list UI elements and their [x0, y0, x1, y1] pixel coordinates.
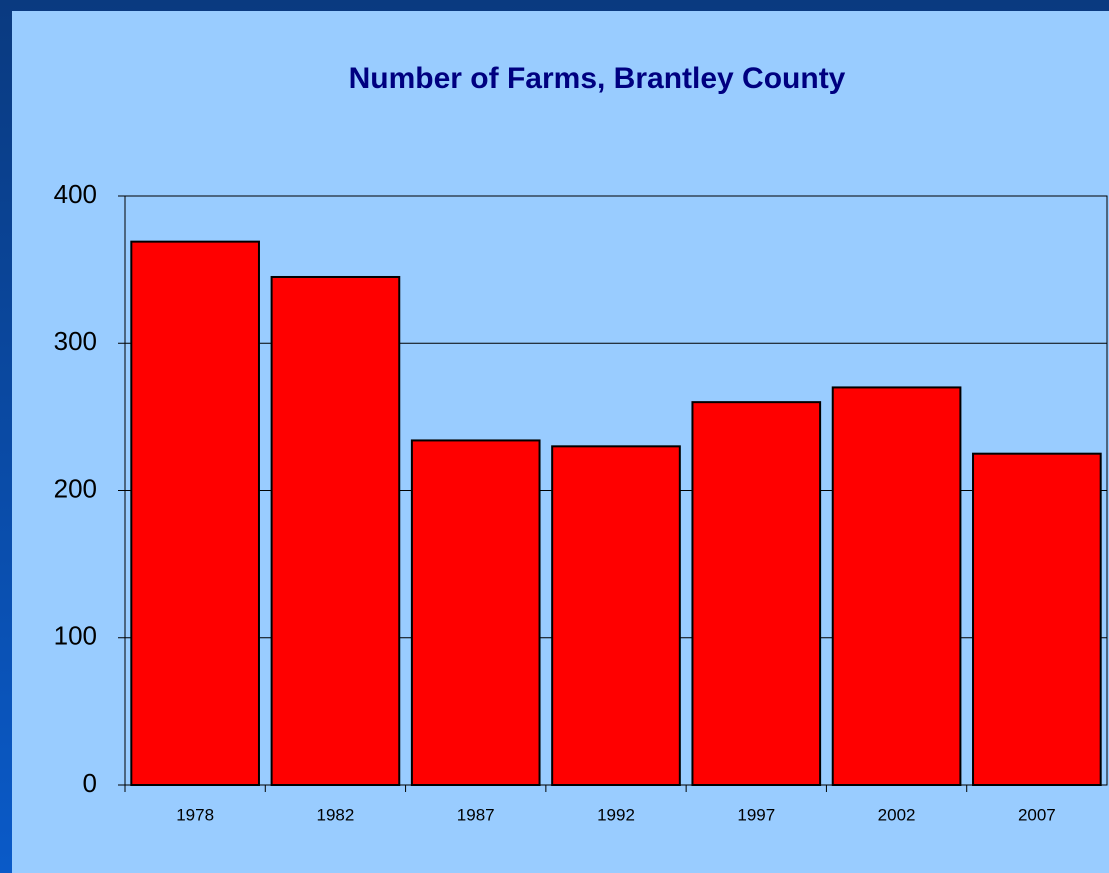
bar	[972, 452, 1102, 786]
bar	[831, 386, 962, 786]
bar	[551, 445, 681, 786]
y-tick-label: 400	[54, 179, 97, 209]
y-tick-label: 100	[54, 621, 97, 651]
x-tick-label: 2007	[1018, 805, 1056, 824]
x-tick-label: 1992	[597, 805, 635, 824]
x-tick-label: 1978	[176, 805, 214, 824]
x-tick-label: 1982	[317, 805, 355, 824]
bar	[691, 401, 822, 786]
bar	[130, 240, 260, 786]
y-tick-label: 300	[54, 326, 97, 356]
y-tick-label: 200	[54, 473, 97, 503]
y-tick-label: 0	[83, 768, 97, 798]
bar	[270, 275, 401, 786]
x-tick-label: 1997	[737, 805, 775, 824]
x-tick-label: 2002	[878, 805, 916, 824]
chart-title: Number of Farms, Brantley County	[349, 62, 846, 95]
x-tick-label: 1987	[457, 805, 495, 824]
bar	[410, 439, 541, 786]
